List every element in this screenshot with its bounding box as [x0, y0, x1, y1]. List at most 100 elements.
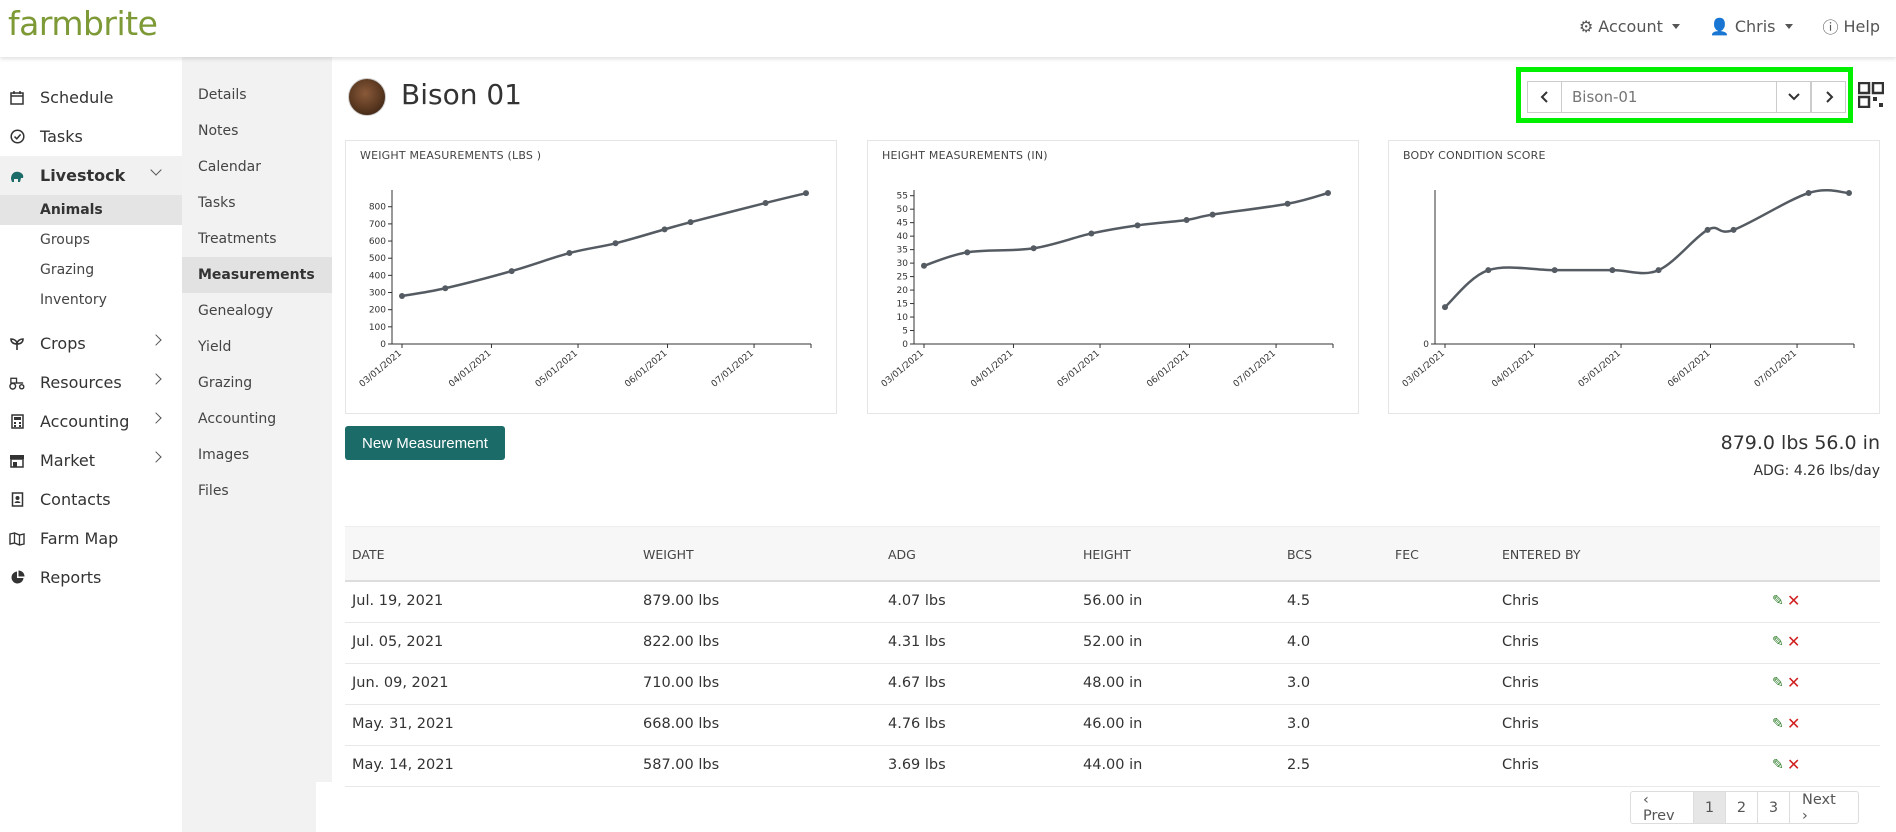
pencil-icon[interactable]: ✎	[1772, 757, 1784, 773]
next-page-button[interactable]: Next ›	[1802, 791, 1836, 824]
subnav-files[interactable]: Files	[182, 473, 332, 509]
data-point	[442, 285, 449, 292]
animal-avatar	[348, 78, 386, 116]
sidebar-item-contacts[interactable]: Contacts	[0, 480, 182, 519]
qr-code-icon[interactable]	[1857, 81, 1885, 109]
x-tick-label: 03/01/2021	[880, 349, 926, 390]
page-1-button[interactable]: 1	[1694, 792, 1726, 823]
animal-dropdown-button[interactable]	[1776, 81, 1811, 113]
subnav-calendar[interactable]: Calendar	[182, 149, 332, 185]
account-menu[interactable]: ⚙ Account	[1579, 14, 1680, 38]
column-header-date[interactable]: DATE	[352, 547, 385, 562]
sidebar-item-label: Crops	[40, 334, 86, 353]
x-tick-label: 06/01/2021	[623, 349, 669, 390]
sidebar-item-farm-map[interactable]: Farm Map	[0, 519, 182, 558]
delete-icon[interactable]: ✕	[1787, 714, 1801, 733]
table-cell: 56.00 in	[1083, 593, 1143, 609]
y-tick-label: 600	[369, 237, 386, 247]
prev-page-button[interactable]: ‹ Prev	[1631, 792, 1694, 824]
subnav-accounting[interactable]: Accounting	[182, 401, 332, 437]
y-tick-label: 700	[369, 220, 386, 230]
sidebar-subitem-grazing[interactable]: Grazing	[0, 255, 182, 285]
chevron-right-icon	[150, 412, 162, 424]
table-cell: 4.67 lbs	[888, 675, 946, 691]
sidebar-subitem-label: Grazing	[40, 262, 95, 278]
data-point	[1846, 190, 1852, 196]
subnav-genealogy[interactable]: Genealogy	[182, 293, 332, 329]
sidebar-item-label: Market	[40, 451, 95, 470]
column-header-height[interactable]: HEIGHT	[1083, 547, 1131, 562]
page-3-button[interactable]: 3	[1758, 792, 1790, 823]
column-header-adg[interactable]: ADG	[888, 547, 916, 562]
sidebar-subitem-animals[interactable]: Animals	[0, 195, 182, 225]
animal-select-input[interactable]	[1562, 81, 1792, 113]
pencil-icon[interactable]: ✎	[1772, 593, 1784, 609]
tractor-icon	[9, 375, 25, 391]
page-title: Bison 01	[401, 78, 522, 111]
table-row: May. 31, 2021 668.00 lbs 4.76 lbs 46.00 in 3…	[345, 705, 1880, 746]
sidebar-item-label: Accounting	[40, 412, 130, 431]
column-header-fec[interactable]: FEC	[1395, 547, 1419, 562]
data-point	[803, 190, 809, 197]
next-animal-button[interactable]	[1811, 81, 1846, 113]
subnav-tasks[interactable]: Tasks	[182, 185, 332, 221]
sidebar-item-market[interactable]: Market	[0, 441, 182, 480]
subnav-notes[interactable]: Notes	[182, 113, 332, 149]
page-2-button[interactable]: 2	[1726, 792, 1758, 823]
subnav-treatments[interactable]: Treatments	[182, 221, 332, 257]
table-cell: 3.0	[1287, 675, 1311, 691]
sidebar-subitem-groups[interactable]: Groups	[0, 225, 182, 255]
table-cell: 4.5	[1287, 593, 1311, 609]
sidebar-item-schedule[interactable]: Schedule	[0, 78, 182, 117]
column-header-bcs[interactable]: BCS	[1287, 547, 1313, 562]
sidebar-subitem-label: Groups	[40, 232, 90, 248]
x-tick-label: 04/01/2021	[1490, 349, 1536, 390]
table-cell: Chris	[1502, 716, 1539, 732]
help-link[interactable]: ⓘ Help	[1823, 14, 1881, 38]
sidebar-item-label: Reports	[40, 568, 102, 587]
sidebar-item-accounting[interactable]: Accounting	[0, 402, 182, 441]
column-header-entered-by[interactable]: ENTERED BY	[1502, 547, 1581, 562]
delete-icon[interactable]: ✕	[1787, 755, 1801, 774]
subnav-measurements[interactable]: Measurements	[182, 257, 332, 293]
pencil-icon[interactable]: ✎	[1772, 675, 1784, 691]
delete-icon[interactable]: ✕	[1787, 591, 1801, 610]
sidebar-item-label: Tasks	[40, 127, 83, 146]
column-header-weight[interactable]: WEIGHT	[643, 547, 694, 562]
y-tick-label: 300	[369, 289, 386, 299]
x-tick-label: 04/01/2021	[969, 349, 1015, 390]
store-icon	[9, 453, 25, 469]
table-cell: Chris	[1502, 593, 1539, 609]
x-tick-label: 05/01/2021	[534, 349, 580, 390]
chevron-down-icon	[1787, 93, 1800, 101]
user-menu[interactable]: 👤 Chris	[1710, 14, 1793, 38]
x-tick-label: 05/01/2021	[1056, 349, 1102, 390]
chevron-right-icon	[150, 451, 162, 463]
y-tick-label: 25	[897, 273, 908, 283]
subnav-details[interactable]: Details	[182, 77, 332, 113]
subnav-yield[interactable]: Yield	[182, 329, 332, 365]
sidebar-subitem-inventory[interactable]: Inventory	[0, 285, 182, 315]
sidebar-item-tasks[interactable]: Tasks	[0, 117, 182, 156]
subnav-label: Images	[198, 447, 250, 463]
top-bar: farmbrite ⚙ Account 👤 Chris ⓘ Help	[0, 0, 1896, 57]
y-tick-label: 40	[897, 232, 909, 242]
chevron-down-icon	[150, 164, 162, 176]
sidebar-item-crops[interactable]: Crops	[0, 324, 182, 363]
subnav-images[interactable]: Images	[182, 437, 332, 473]
delete-icon[interactable]: ✕	[1787, 673, 1801, 692]
new-measurement-button[interactable]: New Measurement	[345, 426, 505, 460]
chevron-right-icon	[150, 373, 162, 385]
subnav-grazing[interactable]: Grazing	[182, 365, 332, 401]
sidebar-item-livestock[interactable]: Livestock	[0, 156, 182, 195]
table-cell: 4.07 lbs	[888, 593, 946, 609]
prev-animal-button[interactable]	[1527, 81, 1562, 113]
pencil-icon[interactable]: ✎	[1772, 716, 1784, 732]
delete-icon[interactable]: ✕	[1787, 632, 1801, 651]
sidebar-item-resources[interactable]: Resources	[0, 363, 182, 402]
farmbrite-logo[interactable]: farmbrite	[8, 4, 158, 43]
sidebar-item-reports[interactable]: Reports	[0, 558, 182, 597]
check-circle-icon	[9, 129, 25, 145]
pencil-icon[interactable]: ✎	[1772, 634, 1784, 650]
data-point	[1284, 200, 1291, 207]
